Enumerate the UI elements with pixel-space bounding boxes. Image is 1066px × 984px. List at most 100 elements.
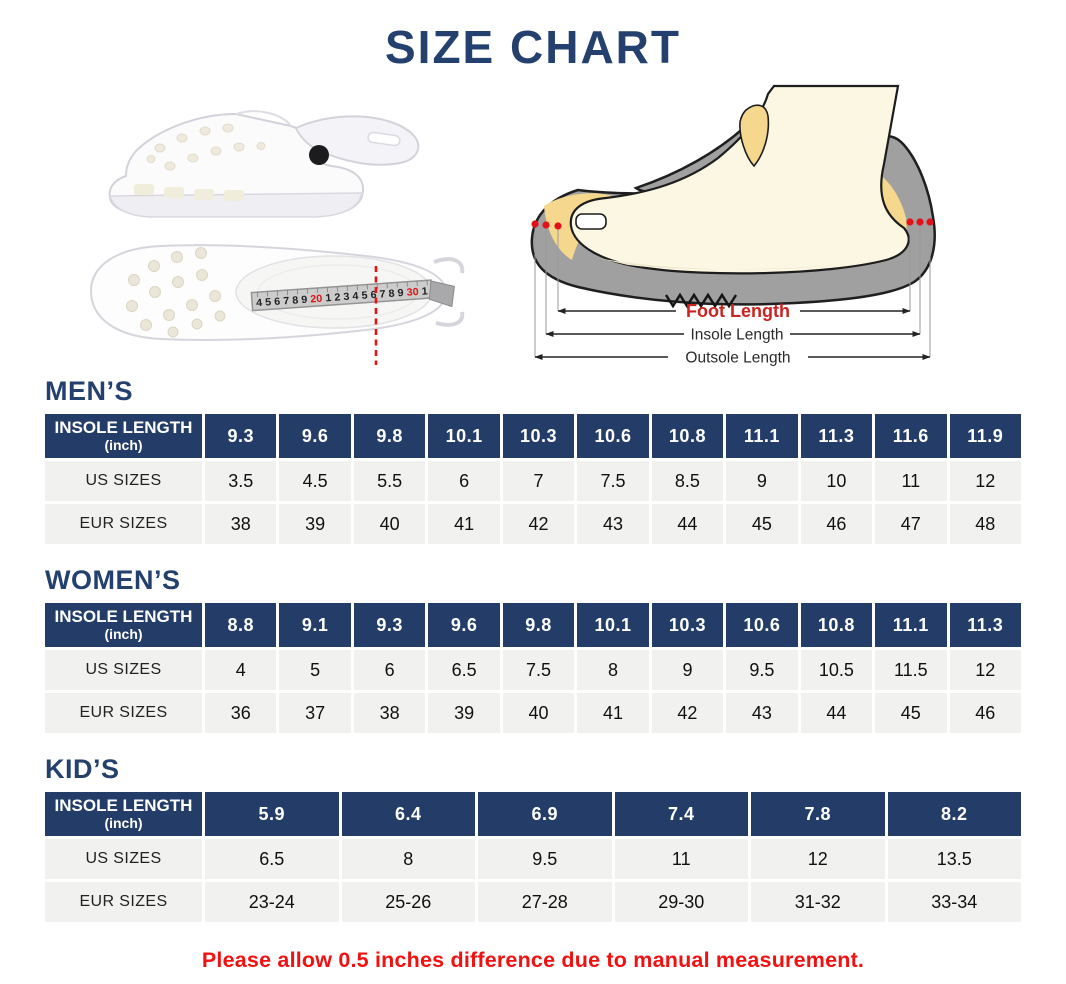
eur-size-value: 27-28 — [478, 882, 612, 922]
insole-length-value: 9.3 — [354, 603, 425, 647]
us-size-value: 11 — [875, 461, 946, 501]
insole-length-value: 8.2 — [888, 792, 1022, 836]
us-size-value: 7.5 — [577, 461, 648, 501]
eur-size-value: 47 — [875, 504, 946, 544]
eur-size-value: 31-32 — [751, 882, 885, 922]
insole-length-value: 11.6 — [875, 414, 946, 458]
section-heading-mens: MEN’S — [45, 376, 1021, 407]
eur-size-value: 39 — [428, 693, 499, 733]
toe-nail — [576, 214, 606, 229]
insole-length-value: 10.6 — [726, 603, 797, 647]
us-size-value: 9.5 — [478, 839, 612, 879]
us-size-value: 9.5 — [726, 650, 797, 690]
insole-length-header: INSOLE LENGTH(inch) — [45, 603, 202, 647]
insole-length-value: 11.3 — [801, 414, 872, 458]
insole-length-value: 5.9 — [205, 792, 339, 836]
eur-size-value: 25-26 — [342, 882, 476, 922]
outsole-length-label: Outsole Length — [685, 350, 790, 367]
us-size-value: 6.5 — [205, 839, 339, 879]
insole-length-value: 9.6 — [279, 414, 350, 458]
us-sizes-label: US SIZES — [45, 839, 202, 879]
eur-sizes-label: EUR SIZES — [45, 882, 202, 922]
insole-length-value: 10.8 — [801, 603, 872, 647]
foot-measurement-diagram: Foot Length Insole Length Outsole Length — [518, 76, 951, 368]
us-size-value: 6.5 — [428, 650, 499, 690]
insole-length-header: INSOLE LENGTH(inch) — [45, 792, 202, 836]
insole-length-value: 9.8 — [503, 603, 574, 647]
us-size-value: 7.5 — [503, 650, 574, 690]
us-size-value: 9 — [726, 461, 797, 501]
insole-length-value: 11.3 — [950, 603, 1021, 647]
eur-size-value: 36 — [205, 693, 276, 733]
us-size-value: 3.5 — [205, 461, 276, 501]
insole-length-value: 9.6 — [428, 603, 499, 647]
eur-sizes-label: EUR SIZES — [45, 504, 202, 544]
insole-length-value: 9.8 — [354, 414, 425, 458]
us-size-value: 8 — [342, 839, 476, 879]
insole-length-header: INSOLE LENGTH(inch) — [45, 414, 202, 458]
eur-size-value: 48 — [950, 504, 1021, 544]
eur-size-value: 23-24 — [205, 882, 339, 922]
eur-size-value: 42 — [503, 504, 574, 544]
clog-side-view-image — [110, 111, 419, 217]
insole-length-value: 9.3 — [205, 414, 276, 458]
us-size-value: 6 — [354, 650, 425, 690]
insole-length-value: 10.6 — [577, 414, 648, 458]
us-size-value: 10 — [801, 461, 872, 501]
eur-size-value: 38 — [354, 693, 425, 733]
eur-size-value: 40 — [503, 693, 574, 733]
eur-size-value: 45 — [726, 504, 797, 544]
insole-length-value: 10.1 — [577, 603, 648, 647]
eur-size-value: 40 — [354, 504, 425, 544]
heel-strap — [296, 116, 418, 165]
us-size-value: 8.5 — [652, 461, 723, 501]
clog-product-images: 4 5 6 7 8 9 20 1 2 3 4 5 6 7 8 9 30 1 — [56, 76, 478, 366]
us-size-value: 9 — [652, 650, 723, 690]
us-size-value: 10.5 — [801, 650, 872, 690]
insole-length-value: 11.1 — [875, 603, 946, 647]
eur-size-value: 45 — [875, 693, 946, 733]
insole-length-value: 11.9 — [950, 414, 1021, 458]
eur-size-value: 43 — [726, 693, 797, 733]
insole-length-value: 8.8 — [205, 603, 276, 647]
eur-size-value: 29-30 — [615, 882, 749, 922]
us-size-value: 13.5 — [888, 839, 1022, 879]
insole-length-value: 11.1 — [726, 414, 797, 458]
us-size-value: 12 — [950, 650, 1021, 690]
insole-length-value: 10.3 — [652, 603, 723, 647]
eur-size-value: 37 — [279, 693, 350, 733]
eur-size-value: 46 — [950, 693, 1021, 733]
measurement-footnote: Please allow 0.5 inches difference due t… — [0, 948, 1066, 973]
eur-size-value: 41 — [577, 693, 648, 733]
us-size-value: 7 — [503, 461, 574, 501]
foot-length-label: Foot Length — [686, 301, 790, 321]
insole-length-value: 7.4 — [615, 792, 749, 836]
us-size-value: 12 — [751, 839, 885, 879]
eur-size-value: 42 — [652, 693, 723, 733]
us-sizes-label: US SIZES — [45, 461, 202, 501]
us-sizes-label: US SIZES — [45, 650, 202, 690]
eur-size-value: 44 — [652, 504, 723, 544]
eur-sizes-label: EUR SIZES — [45, 693, 202, 733]
insole-length-value: 10.3 — [503, 414, 574, 458]
clog-top-view-image: 4 5 6 7 8 9 20 1 2 3 4 5 6 7 8 9 30 1 — [91, 245, 462, 365]
eur-size-value: 38 — [205, 504, 276, 544]
us-size-value: 4 — [205, 650, 276, 690]
eur-size-value: 46 — [801, 504, 872, 544]
us-size-value: 11 — [615, 839, 749, 879]
section-heading-womens: WOMEN’S — [45, 565, 1021, 596]
insole-length-value: 7.8 — [751, 792, 885, 836]
us-size-value: 4.5 — [279, 461, 350, 501]
us-size-value: 6 — [428, 461, 499, 501]
insole-length-value: 9.1 — [279, 603, 350, 647]
insole-length-value: 10.1 — [428, 414, 499, 458]
hero-images: 4 5 6 7 8 9 20 1 2 3 4 5 6 7 8 9 30 1 — [0, 76, 1066, 366]
us-size-value: 11.5 — [875, 650, 946, 690]
eur-size-value: 44 — [801, 693, 872, 733]
